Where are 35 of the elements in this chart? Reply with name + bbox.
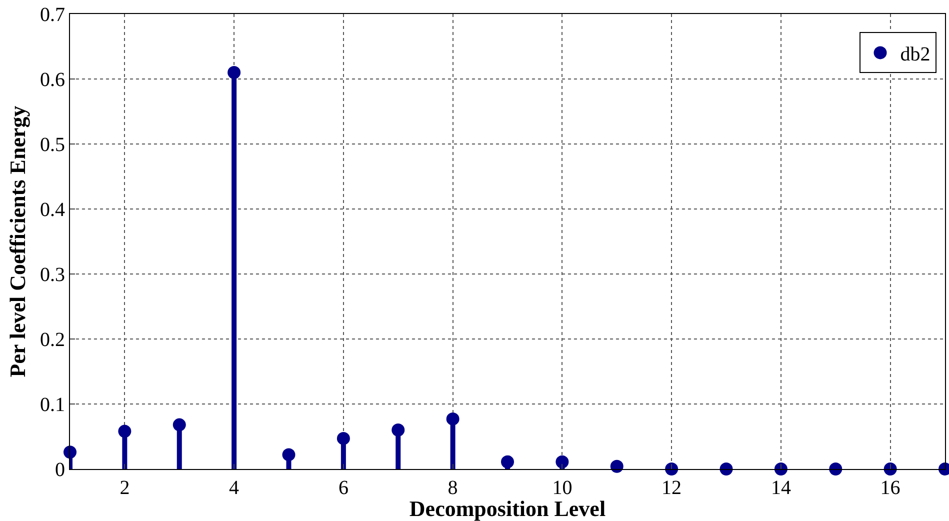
point	[446, 412, 460, 426]
point	[556, 455, 569, 468]
x-tick-label: 16	[880, 477, 900, 499]
point	[282, 448, 296, 462]
point	[392, 424, 405, 436]
point	[228, 66, 241, 79]
legend-label: db2	[900, 44, 930, 66]
point	[64, 446, 76, 459]
point	[774, 462, 788, 476]
point	[720, 462, 733, 476]
point	[336, 432, 350, 445]
x-tick-label: 4	[229, 477, 240, 499]
point	[665, 462, 678, 476]
y-tick-label: 0	[55, 459, 65, 481]
y-tick-label: 0.2	[40, 329, 65, 351]
y-tick-label: 0.6	[40, 69, 65, 91]
y-axis-title: Per level Coefficients Energy	[4, 106, 30, 378]
x-tick-label: 6	[338, 477, 348, 499]
x-axis-title: Decomposition Level	[409, 496, 606, 521]
x-tick-label: 12	[662, 477, 682, 499]
point	[884, 462, 897, 476]
x-tick-label: 10	[552, 477, 572, 499]
y-tick-label: 0.1	[40, 394, 65, 416]
y-tick-label: 0.3	[40, 264, 65, 286]
y-tick-label: 0.7	[40, 4, 65, 26]
point	[501, 455, 514, 468]
y-tick-label: 0.5	[40, 134, 65, 156]
x-tick-label: 14	[770, 477, 791, 499]
point	[118, 424, 132, 438]
y-tick-label: 0.4	[40, 199, 65, 221]
x-tick-label: 8	[448, 477, 458, 499]
x-tick-label: 2	[120, 477, 130, 499]
point	[172, 418, 186, 432]
point	[829, 462, 842, 476]
point	[610, 460, 624, 473]
